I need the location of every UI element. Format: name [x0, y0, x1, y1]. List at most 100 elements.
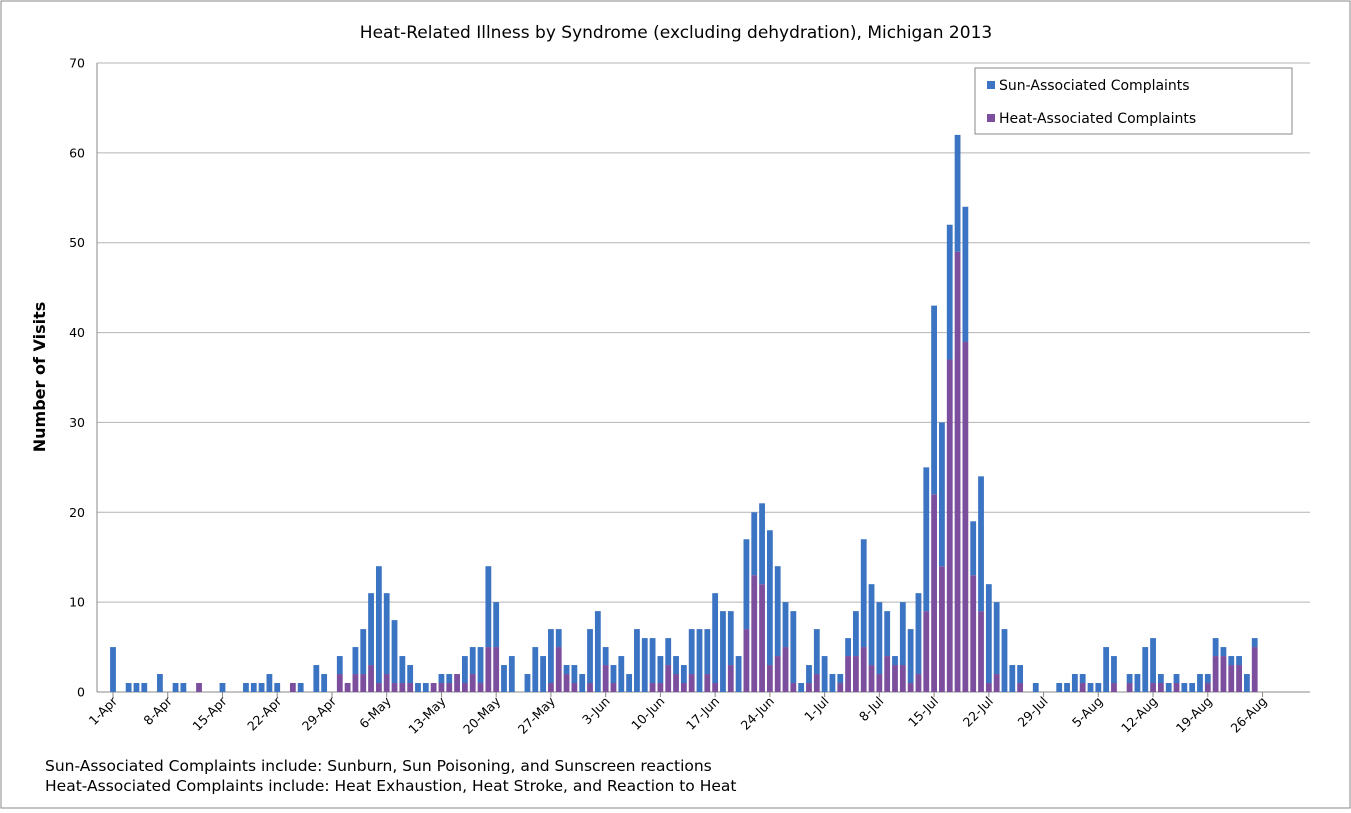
bar	[641, 638, 648, 692]
bar	[759, 584, 765, 692]
bar	[993, 674, 1000, 692]
bar	[821, 656, 828, 692]
bar	[1150, 683, 1156, 692]
bar	[962, 206, 969, 342]
y-tick-label: 30	[69, 415, 85, 430]
bar	[884, 656, 891, 692]
bar	[571, 683, 578, 692]
bar	[688, 629, 695, 675]
bar	[375, 566, 382, 684]
bar	[1071, 674, 1078, 692]
bar	[1189, 683, 1196, 692]
bar	[1126, 674, 1133, 684]
bar	[704, 674, 711, 692]
bar	[1056, 683, 1063, 692]
bar	[438, 683, 445, 692]
bar	[813, 674, 820, 692]
bar	[649, 638, 656, 684]
bar	[798, 683, 805, 692]
bar	[1197, 674, 1203, 692]
bar	[1126, 683, 1133, 692]
bar	[1212, 656, 1219, 692]
bar	[571, 665, 578, 684]
bar	[790, 611, 797, 684]
bar	[634, 629, 640, 692]
bar	[352, 647, 359, 675]
y-tick-label: 40	[69, 325, 85, 340]
bar	[532, 647, 539, 692]
bar	[1181, 683, 1188, 692]
bar	[563, 674, 570, 692]
bar	[790, 683, 797, 692]
bar	[594, 611, 601, 692]
bar	[1173, 683, 1180, 692]
bar	[1079, 674, 1086, 684]
bar	[899, 665, 906, 692]
bar	[876, 674, 883, 692]
bar	[845, 656, 851, 692]
legend-swatch	[987, 114, 995, 122]
bar	[868, 665, 875, 692]
bar	[939, 566, 945, 692]
bar	[243, 683, 249, 692]
bar	[110, 647, 116, 692]
bar	[141, 683, 148, 692]
bar	[477, 647, 484, 684]
bar	[837, 683, 844, 692]
bar	[501, 665, 507, 692]
bar	[931, 305, 937, 495]
bar	[923, 611, 930, 692]
bar	[1064, 683, 1070, 692]
bar	[727, 611, 734, 666]
bar	[876, 602, 883, 675]
bar	[735, 656, 742, 692]
bar	[133, 683, 140, 692]
bar	[782, 647, 789, 692]
bar	[422, 683, 429, 692]
bar	[743, 539, 750, 630]
legend-label: Heat-Associated Complaints	[999, 111, 1196, 127]
bar	[985, 683, 992, 692]
bar	[743, 629, 750, 692]
bar	[626, 674, 633, 692]
bar	[751, 575, 758, 692]
y-axis-label: Number of Visits	[30, 302, 49, 453]
bar	[1212, 638, 1219, 657]
bar	[845, 638, 851, 657]
bar	[407, 665, 414, 684]
bar	[751, 512, 758, 576]
y-tick-label: 70	[69, 56, 85, 71]
bar	[985, 584, 992, 684]
bar	[712, 593, 719, 684]
bar	[892, 656, 898, 666]
bar	[759, 503, 765, 585]
bar	[1157, 674, 1164, 684]
bar	[399, 683, 406, 692]
bar	[438, 674, 445, 684]
bar	[336, 674, 343, 692]
legend-box	[974, 67, 1293, 135]
bar	[1087, 683, 1094, 692]
bar	[720, 611, 726, 692]
y-tick-label: 10	[69, 595, 85, 610]
bar	[289, 683, 296, 692]
bar	[430, 683, 437, 692]
y-tick-label: 20	[69, 505, 85, 520]
bar	[383, 593, 390, 675]
bar	[813, 629, 820, 675]
bar	[352, 674, 359, 692]
bar	[806, 665, 812, 684]
bar	[853, 656, 859, 692]
bar	[1251, 647, 1258, 692]
bar	[1111, 656, 1117, 684]
bar	[391, 620, 398, 684]
bar	[493, 647, 500, 692]
bar	[462, 656, 468, 684]
bar	[610, 665, 617, 684]
bar	[1095, 683, 1102, 692]
bar	[673, 674, 679, 692]
bar	[1150, 638, 1156, 684]
legend-label: Sun-Associated Complaints	[999, 78, 1190, 94]
bar	[1017, 665, 1024, 684]
bar	[899, 602, 906, 666]
